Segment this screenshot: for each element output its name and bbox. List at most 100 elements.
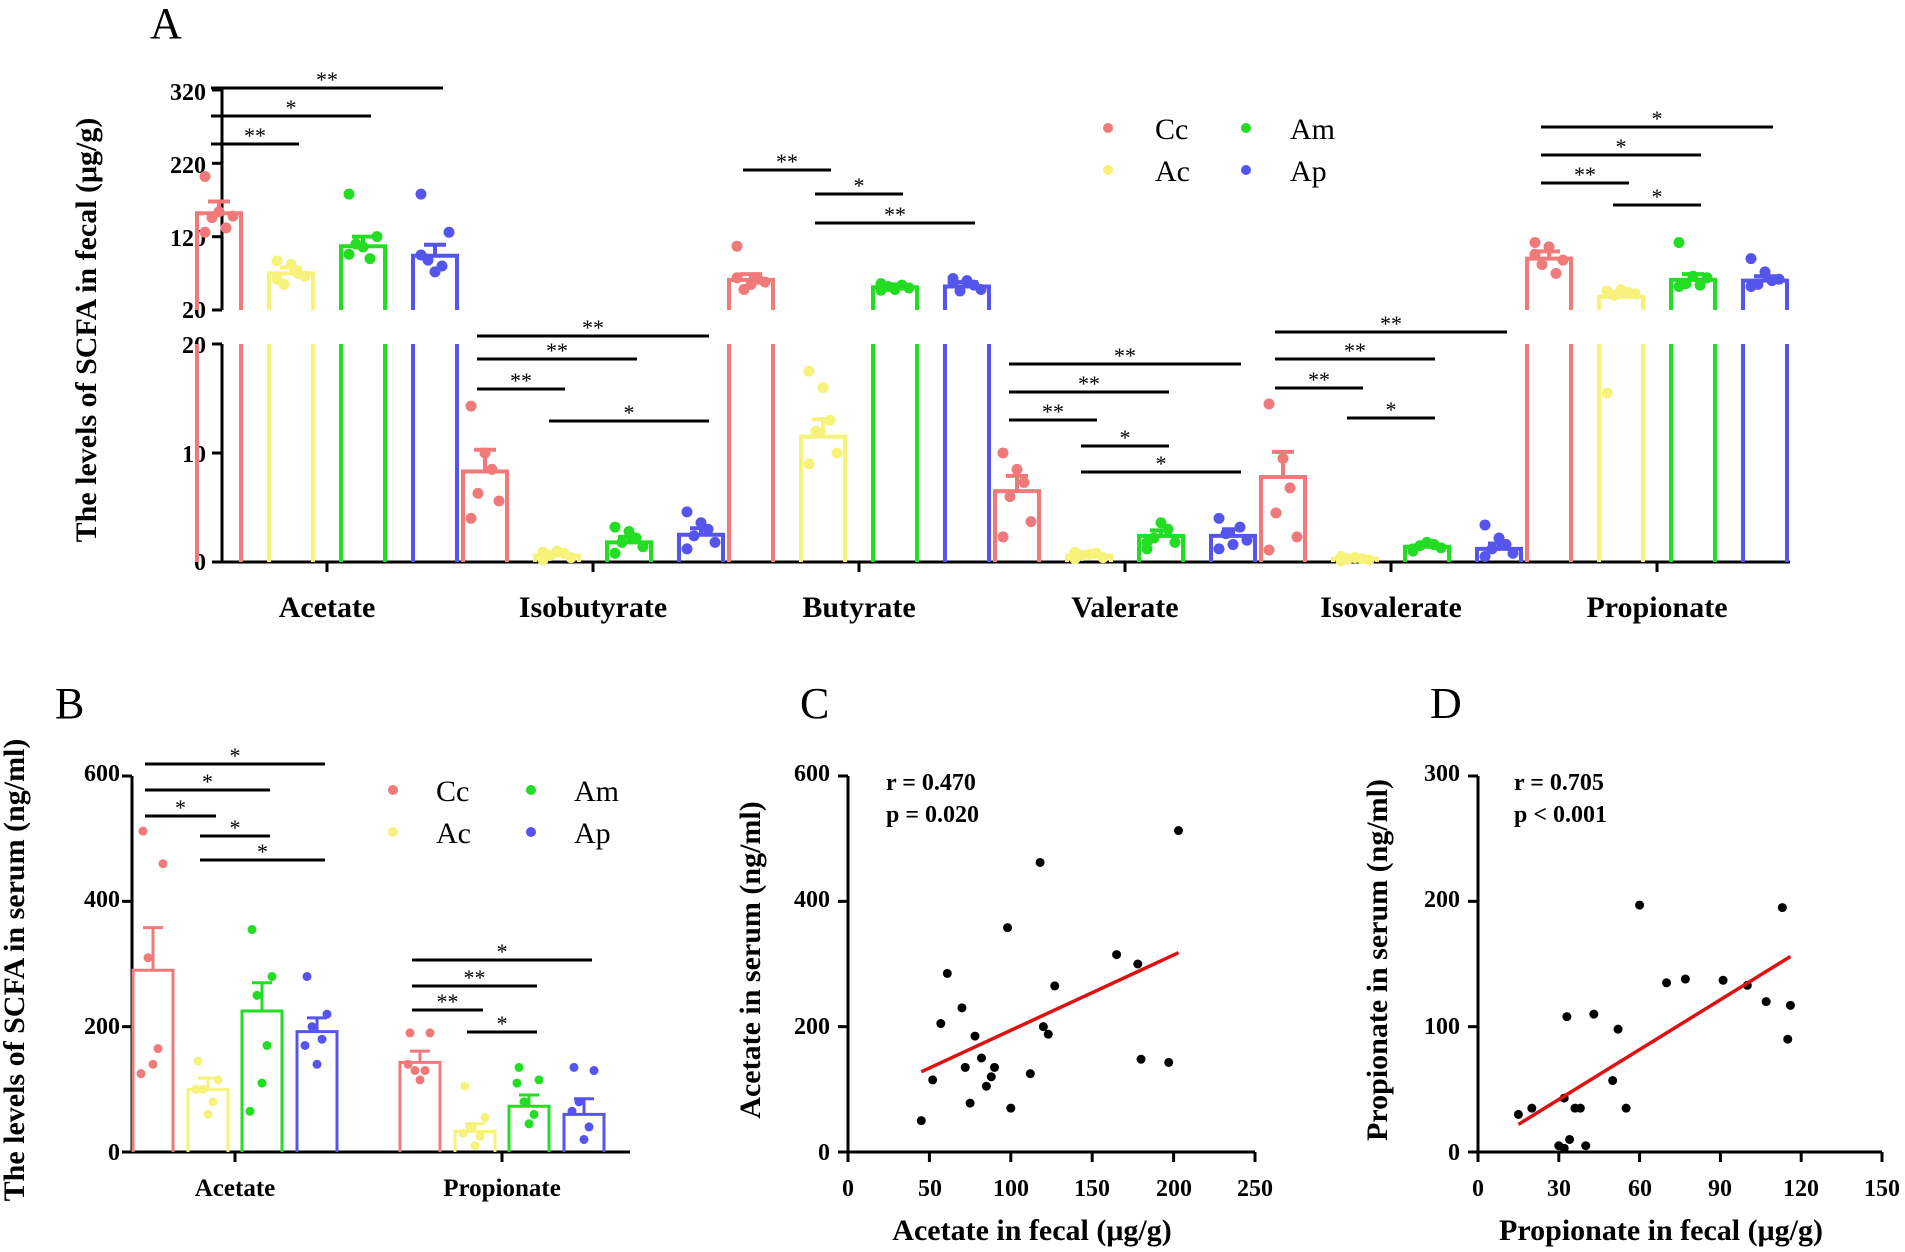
bar-am-lower: [339, 344, 387, 562]
significance-stars: **: [1114, 343, 1136, 368]
data-point: [1529, 248, 1541, 260]
tick-label: 600: [794, 761, 830, 787]
scatter-point: [1680, 974, 1690, 984]
panel-a-legend: Cc Ac Am Ap: [1103, 113, 1335, 188]
legend-label-am: Am: [574, 775, 619, 808]
panel-c-r-value: r = 0.470: [886, 770, 976, 796]
data-point: [1543, 241, 1555, 253]
data-point: [271, 255, 283, 267]
legend-label-ac: Ac: [1155, 155, 1190, 188]
scatter-point: [960, 1062, 970, 1072]
bar-cc-upper: [1525, 256, 1573, 310]
data-point: [199, 226, 211, 238]
data-point: [317, 1034, 327, 1044]
panel-c-xlabel: Acetate in fecal (μg/g): [892, 1214, 1171, 1247]
data-point: [1557, 254, 1569, 266]
data-point: [415, 1075, 425, 1085]
data-point: [1284, 482, 1296, 494]
bar-am: [507, 1104, 551, 1152]
tick-label: 400: [84, 887, 120, 913]
data-point: [1536, 259, 1548, 271]
data-point: [245, 1106, 255, 1116]
legend-marker-ap: [526, 827, 536, 837]
significance-stars: **: [437, 989, 459, 1014]
data-point: [1486, 543, 1498, 555]
panel-letter-B: B: [55, 679, 84, 728]
data-point: [420, 1066, 430, 1076]
significance-stars: *: [1120, 425, 1131, 450]
data-point: [213, 1075, 223, 1085]
significance-stars: *: [1652, 184, 1663, 209]
data-point: [220, 222, 232, 234]
data-point: [1550, 267, 1562, 279]
data-point: [524, 1119, 534, 1129]
data-point: [688, 530, 700, 542]
scatter-point: [1635, 900, 1645, 910]
tick-label: 200: [1424, 887, 1460, 913]
data-point: [465, 512, 477, 524]
data-point: [465, 1122, 475, 1132]
scatter-point: [1613, 1024, 1623, 1034]
data-point: [637, 541, 649, 553]
data-point: [1263, 544, 1275, 556]
data-point: [1263, 398, 1275, 410]
scatter-point: [1112, 950, 1122, 960]
data-point: [322, 1009, 332, 1019]
data-point: [1220, 528, 1232, 540]
significance-stars: *: [257, 839, 268, 864]
data-point: [709, 536, 721, 548]
scatter-point: [1173, 826, 1183, 836]
data-point: [1694, 279, 1706, 291]
data-point: [1673, 281, 1685, 293]
data-point: [551, 545, 563, 557]
data-point: [460, 1081, 470, 1091]
panel-b-ylabel: The levels of SCFA in serum (ng/ml): [0, 739, 31, 1202]
significance-stars: *: [1616, 134, 1627, 159]
tick-label: 90: [1708, 1176, 1732, 1202]
data-point: [831, 447, 843, 459]
data-point: [731, 272, 743, 284]
category-label-isobutyrate: Isobutyrate: [519, 591, 667, 624]
scatter-point: [981, 1081, 991, 1091]
significance-stars: **: [884, 202, 906, 227]
legend-marker-am: [1241, 123, 1251, 133]
data-point: [1673, 237, 1685, 249]
scatter-point: [1608, 1076, 1618, 1086]
significance-stars: **: [464, 965, 486, 990]
data-point: [997, 531, 1009, 543]
data-point: [1018, 476, 1030, 488]
significance-stars: **: [582, 315, 604, 340]
data-point: [889, 283, 901, 295]
significance-stars: *: [1652, 106, 1663, 131]
data-point: [810, 425, 822, 437]
bar-cc-lower: [727, 344, 775, 562]
data-point: [817, 382, 829, 394]
significance-stars: **: [244, 123, 266, 148]
data-point: [745, 278, 757, 290]
tick-label: 150: [1074, 1176, 1110, 1202]
data-point: [1529, 237, 1541, 249]
scatter-point: [990, 1062, 1000, 1072]
data-point: [630, 532, 642, 544]
data-point: [1004, 491, 1016, 503]
panel-d-ylabel: Propionate in serum (ng/ml): [1361, 779, 1394, 1141]
data-point: [731, 240, 743, 252]
data-point: [257, 1078, 267, 1088]
significance-stars: *: [175, 795, 186, 820]
regression-line: [920, 951, 1180, 1074]
scatter-point: [916, 1116, 926, 1126]
scatter-point: [976, 1053, 986, 1063]
scatter-point: [1025, 1069, 1035, 1079]
scatter-point: [1050, 981, 1060, 991]
data-point: [1615, 283, 1627, 295]
scatter-point: [1581, 1141, 1591, 1151]
tick-label: 200: [794, 1014, 830, 1040]
legend-label-cc: Cc: [1155, 113, 1188, 146]
tick-label: 0: [818, 1140, 830, 1166]
data-point: [961, 275, 973, 287]
legend-marker-ac: [388, 827, 398, 837]
panel-c-p-value: p = 0.020: [886, 802, 979, 828]
data-point: [292, 267, 304, 279]
data-point: [1213, 512, 1225, 524]
data-point: [1507, 547, 1519, 559]
